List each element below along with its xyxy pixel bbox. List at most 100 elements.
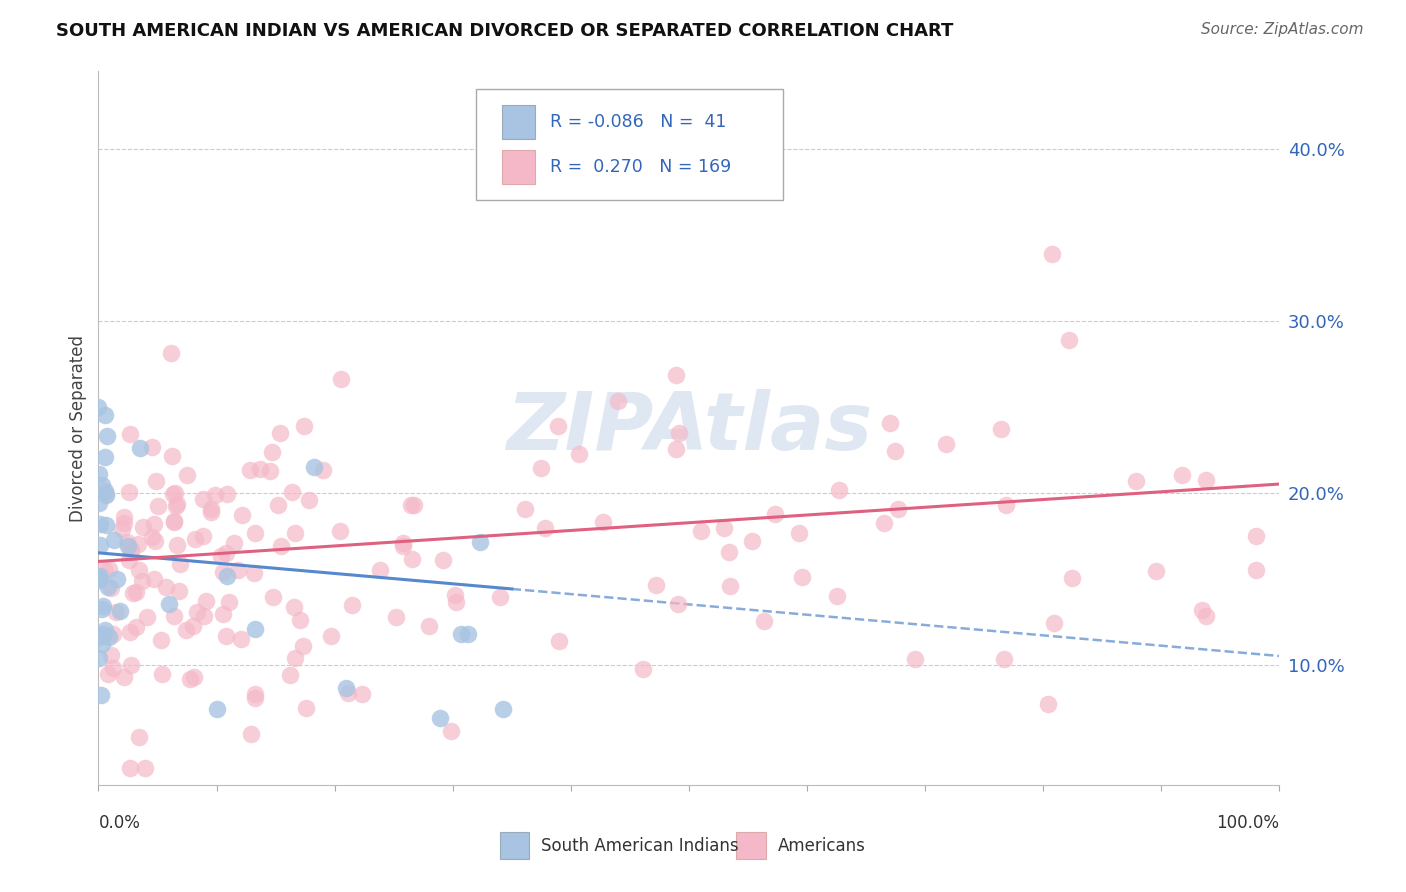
Point (450, 627, 472, 641)
Point (120, 658, 142, 673)
Point (112, 670, 135, 684)
Point (97, 581, 120, 595)
Point (879, 417, 901, 431)
Point (825, 589, 848, 603)
Point (294, 700, 316, 714)
FancyBboxPatch shape (502, 105, 536, 139)
Point (1195, 474, 1218, 488)
Point (298, 492, 321, 507)
Point (443, 588, 465, 602)
Point (155, 580, 177, 594)
Point (115, 535, 138, 549)
Point (270, 539, 292, 553)
Point (91, 637, 114, 651)
Point (103, 661, 125, 675)
Point (141, 530, 163, 544)
Point (101, 627, 124, 641)
Point (278, 667, 301, 681)
Point (239, 463, 262, 477)
Point (489, 590, 512, 604)
Point (122, 586, 145, 600)
Point (231, 632, 253, 646)
Point (120, 625, 142, 640)
Point (288, 613, 311, 627)
FancyBboxPatch shape (737, 832, 766, 859)
Point (94, 488, 117, 502)
Point (689, 524, 711, 538)
Point (112, 509, 135, 524)
Point (792, 570, 814, 584)
Point (166, 538, 188, 552)
Point (98, 630, 121, 644)
Point (90, 602, 112, 616)
Point (492, 702, 515, 716)
Point (163, 516, 186, 530)
Point (209, 549, 232, 563)
Point (148, 500, 170, 514)
Point (717, 544, 740, 558)
Point (592, 516, 614, 530)
Point (96, 429, 118, 443)
Point (183, 670, 205, 684)
Point (1171, 468, 1194, 483)
Point (350, 687, 373, 701)
Point (401, 552, 423, 566)
Point (103, 533, 125, 548)
Point (145, 474, 167, 488)
Point (534, 521, 557, 535)
Point (94, 483, 117, 498)
Text: ZIPAtlas: ZIPAtlas (506, 389, 872, 467)
Point (606, 394, 628, 409)
Point (468, 535, 491, 549)
Point (118, 553, 141, 567)
Point (284, 526, 307, 541)
Point (87, 400, 110, 414)
Point (291, 639, 314, 653)
Point (89, 516, 111, 531)
Text: R =  0.270   N = 169: R = 0.270 N = 169 (550, 158, 731, 176)
Point (134, 761, 156, 775)
Point (89, 467, 111, 481)
Point (399, 498, 422, 512)
Point (993, 651, 1015, 665)
Point (280, 484, 302, 499)
Point (994, 499, 1017, 513)
Point (1244, 528, 1267, 542)
Text: South American Indians: South American Indians (541, 837, 740, 855)
Point (243, 622, 266, 636)
Point (200, 504, 222, 518)
Point (176, 467, 198, 482)
Point (181, 619, 204, 633)
Point (108, 604, 131, 618)
Point (240, 727, 263, 741)
Point (212, 565, 235, 579)
Point (429, 711, 451, 725)
Point (105, 572, 128, 586)
Point (243, 526, 266, 541)
Point (828, 483, 851, 498)
Point (228, 563, 250, 577)
Text: SOUTH AMERICAN INDIAN VS AMERICAN DIVORCED OR SEPARATED CORRELATION CHART: SOUTH AMERICAN INDIAN VS AMERICAN DIVORC… (56, 22, 953, 40)
Point (143, 534, 166, 549)
Point (179, 672, 201, 686)
Point (432, 553, 454, 567)
Point (1036, 697, 1059, 711)
Point (392, 535, 415, 549)
Point (1146, 564, 1168, 578)
Point (787, 525, 810, 540)
FancyBboxPatch shape (477, 89, 783, 200)
Point (211, 607, 233, 621)
Point (515, 501, 537, 516)
Point (186, 605, 208, 619)
Point (118, 761, 141, 775)
Point (157, 597, 180, 611)
Point (94, 408, 117, 422)
Point (207, 702, 229, 716)
Point (87, 651, 110, 665)
Point (1040, 246, 1063, 260)
Point (120, 541, 142, 556)
Point (111, 522, 134, 536)
Point (160, 346, 183, 360)
Point (118, 484, 141, 499)
Point (91, 627, 114, 641)
